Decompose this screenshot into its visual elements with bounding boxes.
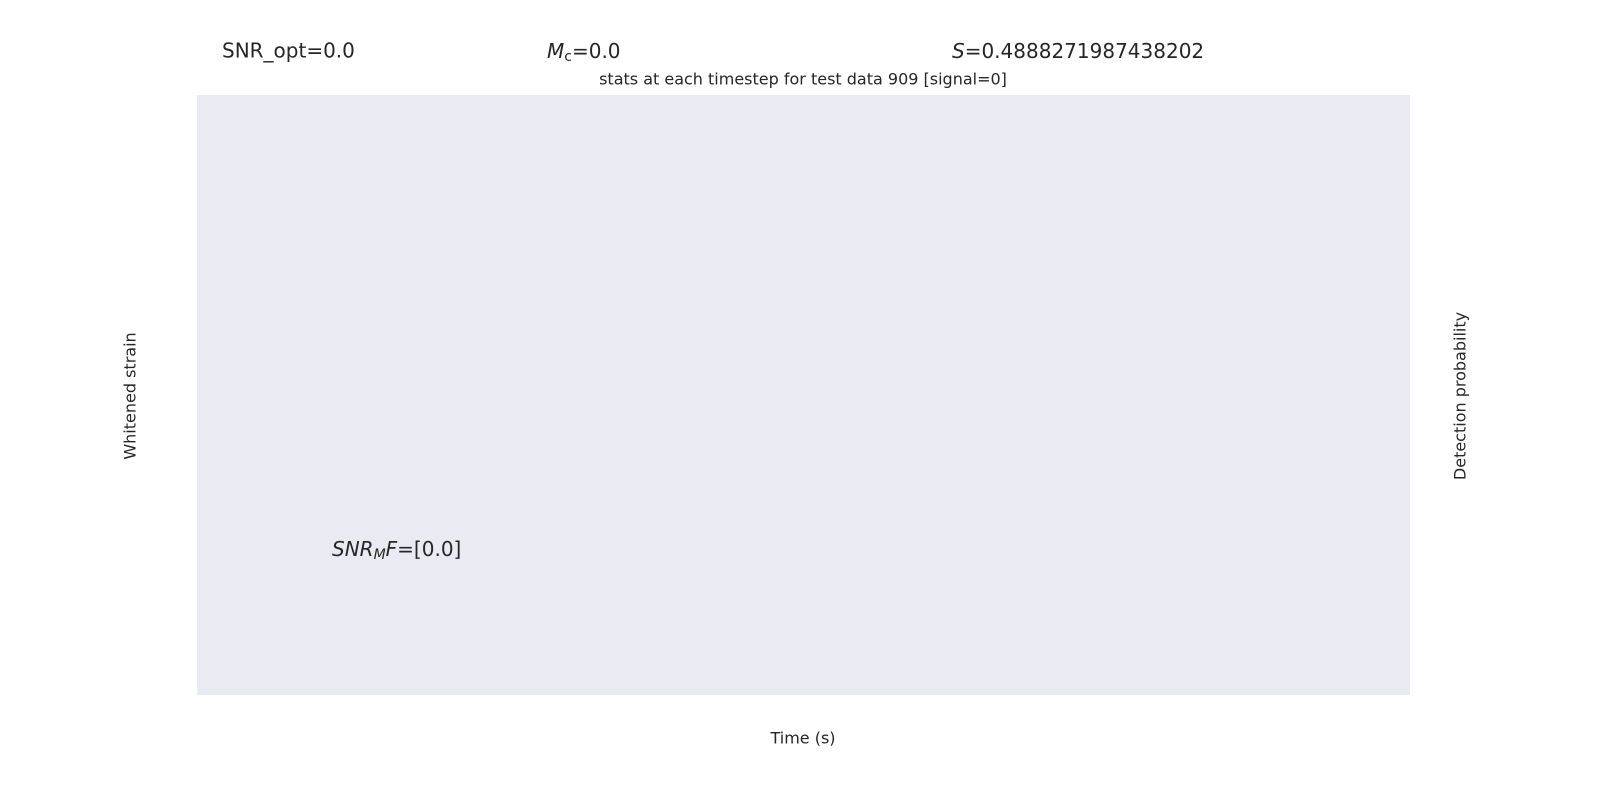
snr-mf-annotation: SNRMF=[0.0] xyxy=(332,537,461,564)
y-axis-label: Whitened strain xyxy=(121,332,140,459)
x-axis-label: Time (s) xyxy=(769,729,835,748)
snr-opt: SNR_opt=0.0 xyxy=(222,39,355,63)
chart-title: stats at each timestep for test data 909… xyxy=(599,70,1007,89)
chirp-mass: Mc=0.0 xyxy=(547,39,621,66)
y2-axis-label: Detection probability xyxy=(1451,312,1470,480)
score: S=0.4888271987438202 xyxy=(952,39,1204,63)
plot-area xyxy=(197,95,1410,695)
